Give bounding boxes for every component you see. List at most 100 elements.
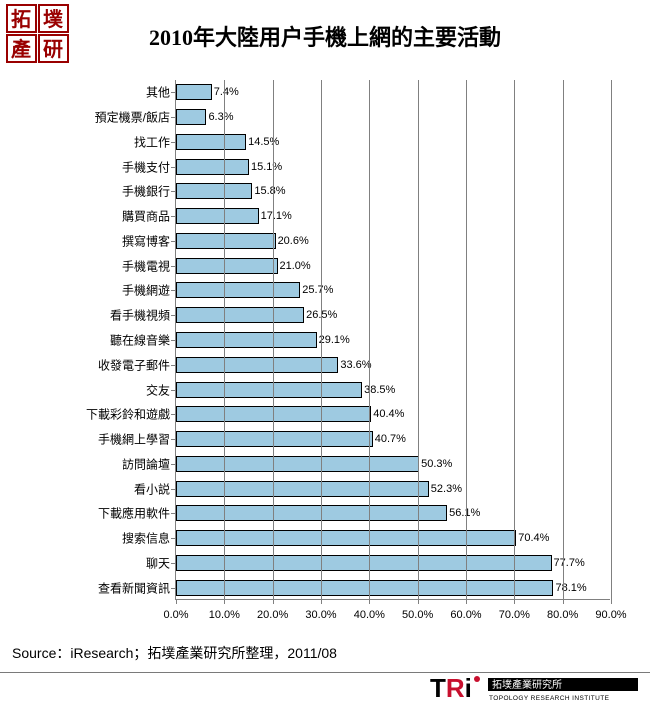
category-label: 預定機票/飯店 bbox=[95, 109, 170, 126]
bar-value-label: 50.3% bbox=[421, 458, 452, 470]
bar-value-label: 14.5% bbox=[248, 136, 279, 148]
chart-title: 2010年大陸用户手機上網的主要活動 bbox=[0, 20, 650, 52]
x-tick-label: 40.0% bbox=[354, 609, 385, 621]
bar-value-label: 52.3% bbox=[431, 483, 462, 495]
page: 拓 墣 產 研 2010年大陸用户手機上網的主要活動 7.4%6.3%14.5%… bbox=[0, 0, 650, 707]
gridline bbox=[224, 80, 225, 599]
logo-letter-T: T bbox=[430, 675, 446, 703]
x-tick-label: 10.0% bbox=[209, 609, 240, 621]
x-tick bbox=[611, 599, 612, 604]
x-tick bbox=[418, 599, 419, 604]
y-tick bbox=[171, 414, 176, 415]
category-label: 收發電子郵件 bbox=[98, 356, 170, 373]
x-tick-label: 30.0% bbox=[305, 609, 336, 621]
bar-value-label: 70.4% bbox=[518, 532, 549, 544]
source-line: Source：iResearch；拓墣產業研究所整理，2011/08 bbox=[12, 643, 337, 663]
x-tick bbox=[224, 599, 225, 604]
bar bbox=[176, 134, 246, 150]
gridline bbox=[321, 80, 322, 599]
category-label: 手機網上學習 bbox=[98, 431, 170, 448]
y-tick bbox=[171, 191, 176, 192]
bar-value-label: 21.0% bbox=[280, 260, 311, 272]
bar-value-label: 77.7% bbox=[554, 557, 585, 569]
bar-value-label: 40.7% bbox=[375, 433, 406, 445]
y-tick bbox=[171, 92, 176, 93]
category-label: 下載應用軟件 bbox=[98, 505, 170, 522]
bar-value-label: 15.1% bbox=[251, 161, 282, 173]
bar bbox=[176, 431, 373, 447]
logo-subtitle-zh: 拓墣產業研究所 bbox=[492, 678, 562, 691]
bar bbox=[176, 159, 249, 175]
gridline bbox=[563, 80, 564, 599]
bar-value-label: 78.1% bbox=[555, 582, 586, 594]
gridline bbox=[273, 80, 274, 599]
category-label: 購買商品 bbox=[122, 208, 170, 225]
category-label: 撰寫博客 bbox=[122, 232, 170, 249]
x-tick bbox=[514, 599, 515, 604]
x-tick bbox=[176, 599, 177, 604]
gridline bbox=[611, 80, 612, 599]
logo-letter-i: i bbox=[465, 675, 472, 703]
bar bbox=[176, 505, 447, 521]
x-tick bbox=[466, 599, 467, 604]
y-tick bbox=[171, 241, 176, 242]
bar bbox=[176, 481, 429, 497]
bar-value-label: 7.4% bbox=[214, 86, 239, 98]
y-tick bbox=[171, 340, 176, 341]
bar-value-label: 40.4% bbox=[373, 408, 404, 420]
y-tick bbox=[171, 390, 176, 391]
x-tick bbox=[273, 599, 274, 604]
bar bbox=[176, 208, 259, 224]
x-tick-label: 80.0% bbox=[547, 609, 578, 621]
y-tick bbox=[171, 216, 176, 217]
chart-area: 7.4%6.3%14.5%15.1%15.8%17.1%20.6%21.0%25… bbox=[30, 70, 620, 630]
category-label: 查看新聞資訊 bbox=[98, 579, 170, 596]
y-tick bbox=[171, 142, 176, 143]
gridline bbox=[466, 80, 467, 599]
bar bbox=[176, 233, 276, 249]
bar bbox=[176, 183, 252, 199]
y-tick bbox=[171, 588, 176, 589]
bar-value-label: 33.6% bbox=[340, 359, 371, 371]
svg-text:TRi: TRi bbox=[430, 675, 472, 703]
gridline bbox=[369, 80, 370, 599]
bar bbox=[176, 357, 338, 373]
category-label: 看手機視頻 bbox=[110, 307, 170, 324]
bar-value-label: 17.1% bbox=[261, 210, 292, 222]
x-tick-label: 0.0% bbox=[163, 609, 188, 621]
bar-value-label: 25.7% bbox=[302, 284, 333, 296]
bar bbox=[176, 258, 278, 274]
gridline bbox=[514, 80, 515, 599]
y-tick bbox=[171, 563, 176, 564]
y-tick bbox=[171, 266, 176, 267]
category-label: 下載彩鈴和遊戲 bbox=[86, 406, 170, 423]
x-tick bbox=[321, 599, 322, 604]
category-label: 訪問論壇 bbox=[122, 455, 170, 472]
bar bbox=[176, 456, 419, 472]
y-tick bbox=[171, 538, 176, 539]
logo-letter-R: R bbox=[446, 675, 465, 703]
bar bbox=[176, 580, 553, 596]
x-tick bbox=[369, 599, 370, 604]
category-label: 搜索信息 bbox=[122, 530, 170, 547]
x-tick-label: 90.0% bbox=[595, 609, 626, 621]
x-tick-label: 60.0% bbox=[450, 609, 481, 621]
publisher-logo-bottom-right: TRi 拓墣產業研究所 TOPOLOGY RESEARCH INSTITUTE bbox=[430, 675, 640, 703]
category-label: 其他 bbox=[146, 84, 170, 101]
category-label: 手機銀行 bbox=[122, 183, 170, 200]
bar bbox=[176, 555, 552, 571]
y-tick bbox=[171, 290, 176, 291]
bar-value-label: 29.1% bbox=[319, 334, 350, 346]
bar bbox=[176, 307, 304, 323]
category-label: 看小説 bbox=[134, 480, 170, 497]
category-label: 聊天 bbox=[146, 554, 170, 571]
x-tick-label: 20.0% bbox=[257, 609, 288, 621]
y-tick bbox=[171, 117, 176, 118]
category-label: 手機電視 bbox=[122, 257, 170, 274]
bar bbox=[176, 382, 362, 398]
bar-value-label: 6.3% bbox=[208, 111, 233, 123]
y-tick bbox=[171, 513, 176, 514]
logo-dot bbox=[474, 676, 480, 682]
category-label: 找工作 bbox=[134, 133, 170, 150]
y-tick bbox=[171, 439, 176, 440]
